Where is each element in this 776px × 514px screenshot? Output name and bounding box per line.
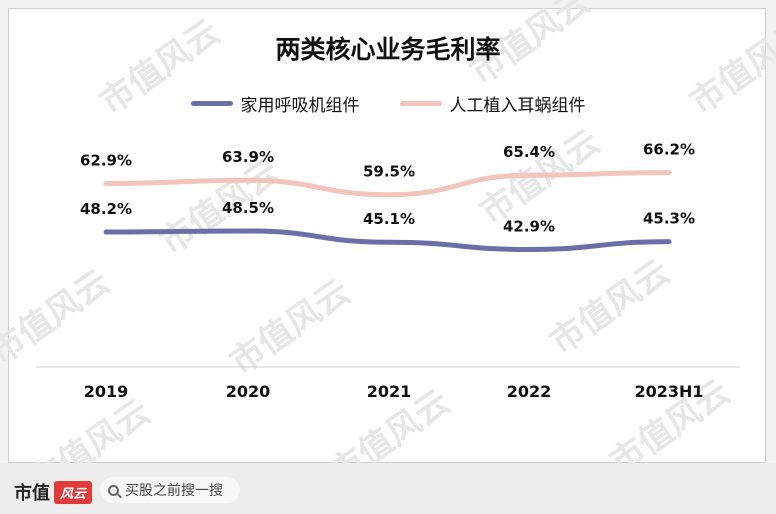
data-label: 63.9% (222, 148, 274, 166)
chart-plot: 2019 2020 2021 2022 2023H1 48.2% 48.5% 45.1% 42.… (36, 141, 740, 401)
legend-swatch-respirator (190, 101, 233, 106)
data-label: 45.3% (643, 210, 695, 228)
search-icon (108, 484, 119, 496)
x-tick-label: 2022 (507, 382, 552, 401)
brand-logo: 风云 (54, 480, 93, 504)
footer-bar: 市值 风云 买股之前搜一搜 (0, 463, 776, 514)
data-label: 45.1% (363, 210, 415, 228)
data-label: 66.2% (643, 141, 695, 159)
data-label: 48.2% (80, 200, 132, 218)
search-box[interactable]: 买股之前搜一搜 (100, 477, 240, 503)
data-label: 62.9% (80, 151, 132, 169)
legend-item-cochlear: 人工植入耳蜗组件 (399, 91, 586, 116)
x-tick-label: 2021 (367, 382, 412, 401)
legend-item-respirator: 家用呼吸机组件 (190, 91, 360, 116)
x-tick-label: 2020 (226, 382, 271, 401)
data-label: 48.5% (222, 199, 274, 217)
x-tick-label: 2023H1 (634, 382, 703, 401)
chart-frame (8, 8, 766, 463)
chart-legend: 家用呼吸机组件 人工植入耳蜗组件 (0, 91, 776, 116)
data-label: 65.4% (503, 143, 555, 161)
brand: 市值 风云 (14, 479, 93, 505)
legend-swatch-cochlear (399, 101, 442, 106)
x-tick-label: 2019 (84, 382, 129, 401)
data-label: 59.5% (363, 163, 415, 181)
search-text: 买股之前搜一搜 (125, 483, 223, 499)
chart-title: 两类核心业务毛利率 (275, 35, 501, 64)
brand-name: 市值 (14, 483, 50, 504)
series-line-respirator (103, 228, 672, 252)
legend-label-cochlear: 人工植入耳蜗组件 (449, 96, 586, 116)
data-label: 42.9% (503, 217, 555, 235)
legend-label-respirator: 家用呼吸机组件 (240, 96, 360, 116)
series-line-cochlear (103, 170, 672, 198)
